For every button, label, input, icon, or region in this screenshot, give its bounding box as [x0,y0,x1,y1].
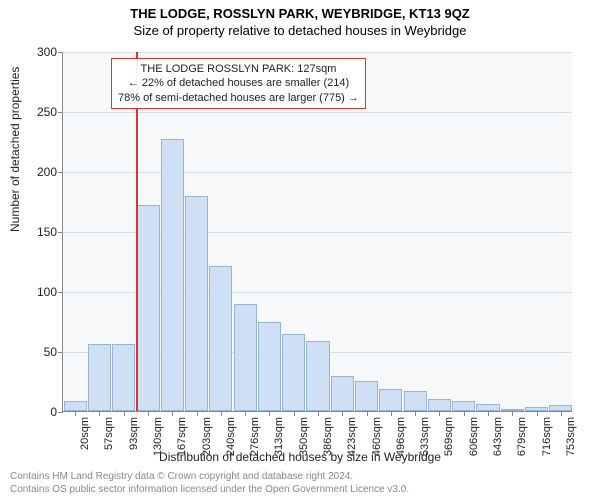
annotation-box: THE LODGE ROSSLYN PARK: 127sqm← 22% of d… [111,58,366,109]
x-tick-mark [439,411,440,416]
chart-plot-area: 20sqm57sqm93sqm130sqm167sqm203sqm240sqm2… [62,52,572,412]
y-tick-mark [58,412,63,413]
y-tick-label: 0 [50,405,57,419]
x-tick-mark [221,411,222,416]
x-tick-mark [415,411,416,416]
annotation-line: 78% of semi-detached houses are larger (… [118,91,359,105]
y-tick-label: 50 [44,345,57,359]
x-tick-label: 93sqm [128,417,140,450]
y-tick-mark [58,352,63,353]
x-tick-mark [124,411,125,416]
x-tick-mark [99,411,100,416]
histogram-bar [428,399,451,411]
histogram-bar [258,322,281,411]
x-tick-mark [269,411,270,416]
x-axis-label: Distribution of detached houses by size … [0,450,600,464]
x-tick-mark [512,411,513,416]
y-tick-mark [58,172,63,173]
annotation-line: THE LODGE ROSSLYN PARK: 127sqm [118,62,359,76]
footer-line-2: Contains OS public sector information li… [10,484,409,497]
x-tick-mark [391,411,392,416]
annotation-line: ← 22% of detached houses are smaller (21… [118,76,359,90]
histogram-bar [355,381,378,411]
x-tick-mark [75,411,76,416]
y-axis-label: Number of detached properties [8,67,22,232]
page-title: THE LODGE, ROSSLYN PARK, WEYBRIDGE, KT13… [0,0,600,21]
y-tick-label: 100 [37,285,57,299]
x-tick-mark [245,411,246,416]
x-tick-mark [464,411,465,416]
histogram-bar [404,391,427,411]
y-tick-label: 300 [37,45,57,59]
histogram-bar [234,304,257,411]
histogram-bar [88,344,111,411]
histogram-bar [136,205,159,411]
y-tick-mark [58,52,63,53]
y-tick-label: 200 [37,165,57,179]
x-tick-mark [367,411,368,416]
y-tick-label: 150 [37,225,57,239]
x-tick-mark [488,411,489,416]
y-tick-mark [58,292,63,293]
y-tick-mark [58,112,63,113]
histogram-bar [209,266,232,411]
histogram-bar [282,334,305,411]
footer-line-1: Contains HM Land Registry data © Crown c… [10,471,409,484]
histogram-bar [306,341,329,411]
x-tick-mark [294,411,295,416]
x-tick-label: 57sqm [103,417,115,450]
histogram-bar [331,376,354,411]
x-tick-mark [148,411,149,416]
histogram-bar [112,344,135,411]
footer-attribution: Contains HM Land Registry data © Crown c… [10,471,409,496]
y-tick-mark [58,232,63,233]
histogram-bar [185,196,208,411]
x-tick-mark [561,411,562,416]
histogram-bar [64,401,87,411]
x-tick-mark [172,411,173,416]
x-tick-mark [342,411,343,416]
x-tick-mark [537,411,538,416]
histogram-bar [379,389,402,411]
histogram-bar [452,401,475,411]
y-tick-label: 250 [37,105,57,119]
x-tick-mark [318,411,319,416]
x-tick-mark [197,411,198,416]
histogram-bar [161,139,184,411]
x-tick-label: 20sqm [79,417,91,450]
histogram-bar [476,404,499,411]
page-subtitle: Size of property relative to detached ho… [0,21,600,38]
